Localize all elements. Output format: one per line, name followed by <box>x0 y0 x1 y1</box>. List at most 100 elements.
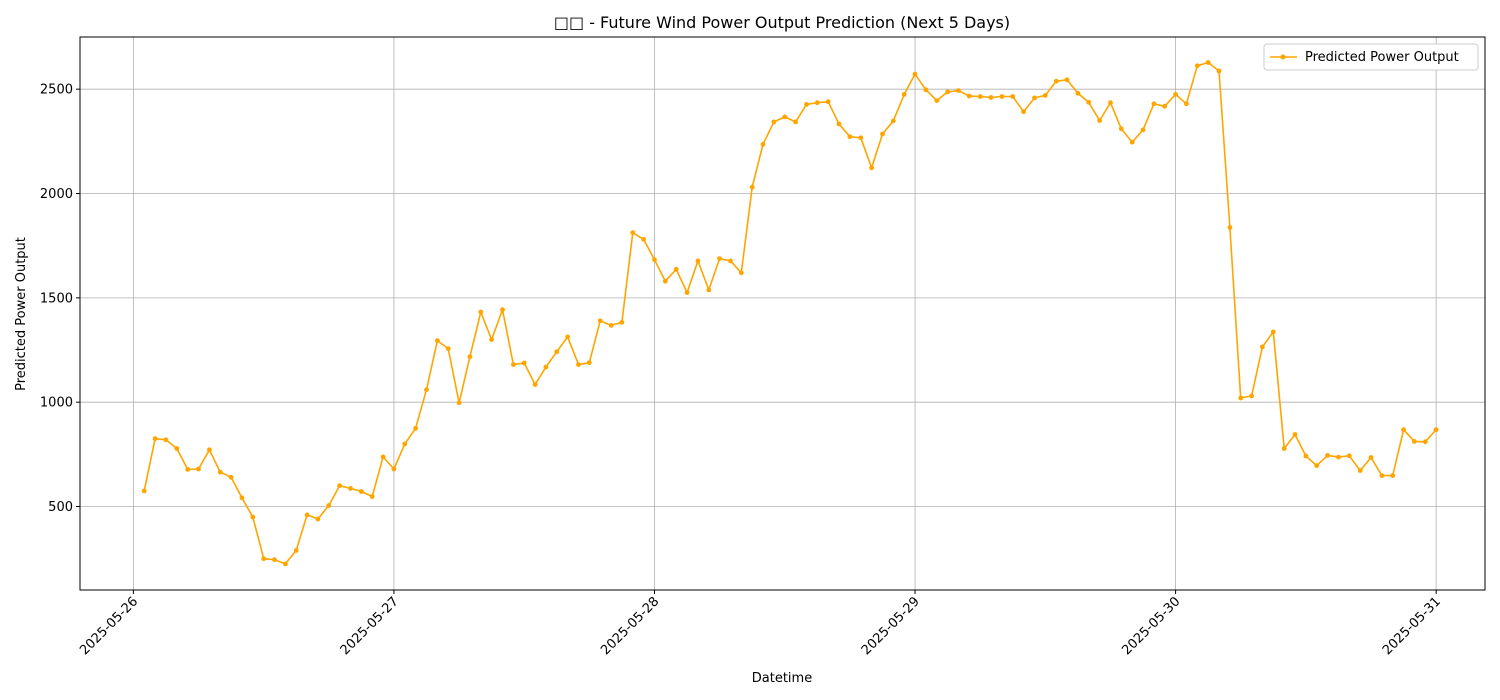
y-tick-label: 2500 <box>40 83 73 98</box>
data-point <box>804 102 809 107</box>
data-point <box>771 119 777 125</box>
data-point <box>511 362 516 367</box>
data-point <box>890 118 896 124</box>
data-point <box>445 346 451 351</box>
data-point <box>988 95 994 100</box>
data-point <box>728 258 733 264</box>
data-point <box>586 360 592 366</box>
data-point <box>478 309 484 315</box>
data-point <box>1053 78 1059 84</box>
data-point <box>435 338 440 343</box>
series-layer <box>141 60 1439 567</box>
y-tick-label: 2000 <box>40 187 73 202</box>
data-point <box>1064 77 1070 83</box>
data-point <box>554 349 560 355</box>
data-point <box>1433 427 1439 433</box>
data-point <box>348 486 353 491</box>
data-point <box>1140 127 1146 133</box>
data-point <box>608 323 614 328</box>
data-point <box>1118 126 1124 132</box>
data-point <box>207 447 212 453</box>
y-tick-label: 1000 <box>40 396 73 411</box>
data-point <box>749 184 755 190</box>
data-point <box>337 483 342 489</box>
data-point <box>1173 92 1178 97</box>
data-point <box>652 257 657 263</box>
data-point <box>1379 473 1385 478</box>
data-point <box>1194 63 1200 69</box>
data-point <box>1260 344 1265 350</box>
data-point <box>359 489 364 494</box>
data-point <box>1129 139 1135 145</box>
data-point <box>814 100 820 106</box>
data-point <box>413 425 418 431</box>
data-point <box>521 360 527 366</box>
data-point <box>304 512 310 518</box>
data-point <box>1108 100 1113 106</box>
data-point <box>532 382 538 387</box>
data-point <box>369 494 375 499</box>
data-point <box>1010 94 1016 99</box>
data-point <box>923 87 929 93</box>
data-point <box>684 290 690 295</box>
data-point <box>956 88 961 93</box>
y-tick-label: 1500 <box>40 291 73 306</box>
y-axis-label: Predicted Power Output <box>14 237 29 391</box>
data-point <box>1325 453 1330 458</box>
data-point <box>1097 118 1102 123</box>
data-point <box>619 319 625 325</box>
data-point <box>793 119 798 125</box>
data-point <box>630 230 636 236</box>
data-point <box>1042 93 1048 98</box>
data-point <box>228 474 234 480</box>
data-point <box>217 469 223 475</box>
data-point <box>1292 432 1298 437</box>
data-point <box>945 89 950 95</box>
data-point <box>880 131 885 137</box>
data-point <box>1205 60 1211 65</box>
data-point <box>326 503 332 508</box>
data-point <box>966 93 972 99</box>
data-point <box>239 495 245 501</box>
data-point <box>999 94 1005 99</box>
data-point <box>500 307 505 313</box>
data-point <box>1303 453 1309 459</box>
data-point <box>196 466 201 472</box>
data-point <box>760 141 766 147</box>
data-point <box>1390 473 1396 478</box>
data-point <box>934 98 940 103</box>
data-point <box>1314 463 1320 468</box>
y-axis: 500 1000 1500 2000 2500 <box>40 83 80 515</box>
legend: Predicted Power Output <box>1263 43 1479 71</box>
data-point <box>489 337 494 342</box>
data-point <box>869 165 874 171</box>
data-point <box>1346 453 1352 459</box>
data-point <box>1162 103 1168 109</box>
data-point <box>1238 395 1244 401</box>
grid-lines <box>80 37 1485 590</box>
data-point <box>391 466 397 472</box>
data-point <box>901 92 907 97</box>
data-point <box>163 437 169 443</box>
y-tick-label: 500 <box>48 500 73 515</box>
data-point <box>706 287 712 293</box>
data-point <box>1032 95 1037 101</box>
data-point <box>174 446 180 451</box>
data-point <box>1368 455 1374 460</box>
data-point <box>1401 427 1406 433</box>
data-point <box>597 318 603 324</box>
legend-marker-swatch <box>1280 54 1286 60</box>
data-point <box>1227 225 1233 230</box>
data-point <box>1249 393 1254 399</box>
data-point <box>293 548 299 553</box>
data-point <box>1412 439 1417 444</box>
data-point <box>1075 90 1081 96</box>
data-point <box>717 256 722 261</box>
data-point <box>576 362 581 367</box>
data-point <box>315 516 321 522</box>
data-point <box>977 94 983 99</box>
data-point <box>825 99 831 105</box>
data-point <box>858 135 864 141</box>
data-point <box>782 114 788 120</box>
data-point <box>456 400 462 406</box>
